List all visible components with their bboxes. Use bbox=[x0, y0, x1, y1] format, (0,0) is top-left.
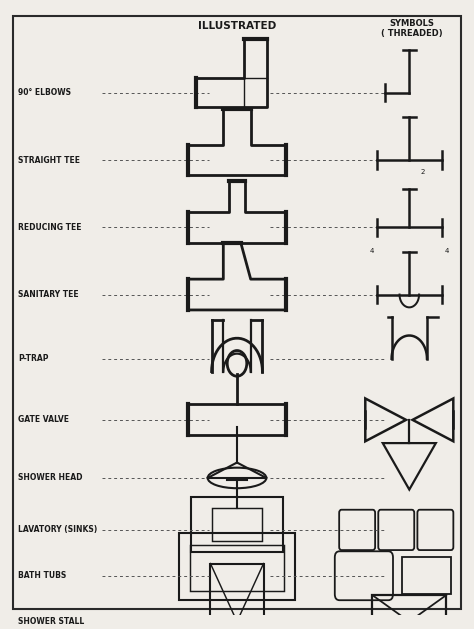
Text: LAVATORY (SINKS): LAVATORY (SINKS) bbox=[18, 525, 97, 535]
Bar bbox=[191, 497, 283, 552]
Text: REDUCING TEE: REDUCING TEE bbox=[18, 223, 82, 232]
Text: ILLUSTRATED: ILLUSTRATED bbox=[198, 21, 276, 31]
Text: SYMBOLS
( THREADED): SYMBOLS ( THREADED) bbox=[381, 19, 442, 38]
Text: 2: 2 bbox=[420, 169, 425, 175]
Text: 4: 4 bbox=[370, 248, 374, 254]
Text: STRAIGHT TEE: STRAIGHT TEE bbox=[18, 155, 80, 165]
Bar bbox=[179, 533, 295, 600]
Text: SHOWER HEAD: SHOWER HEAD bbox=[18, 474, 82, 482]
Bar bbox=[210, 564, 264, 629]
Bar bbox=[212, 508, 262, 541]
Text: 4: 4 bbox=[445, 248, 449, 254]
Text: BATH TUBS: BATH TUBS bbox=[18, 571, 66, 581]
Text: 90° ELBOWS: 90° ELBOWS bbox=[18, 88, 71, 97]
Bar bbox=[191, 545, 283, 591]
Bar bbox=[373, 595, 446, 629]
Text: GATE VALVE: GATE VALVE bbox=[18, 415, 69, 425]
Text: P-TRAP: P-TRAP bbox=[18, 354, 49, 363]
Text: SHOWER STALL: SHOWER STALL bbox=[18, 617, 84, 626]
Text: SANITARY TEE: SANITARY TEE bbox=[18, 290, 79, 299]
Bar bbox=[402, 557, 451, 594]
Bar bbox=[13, 16, 461, 610]
